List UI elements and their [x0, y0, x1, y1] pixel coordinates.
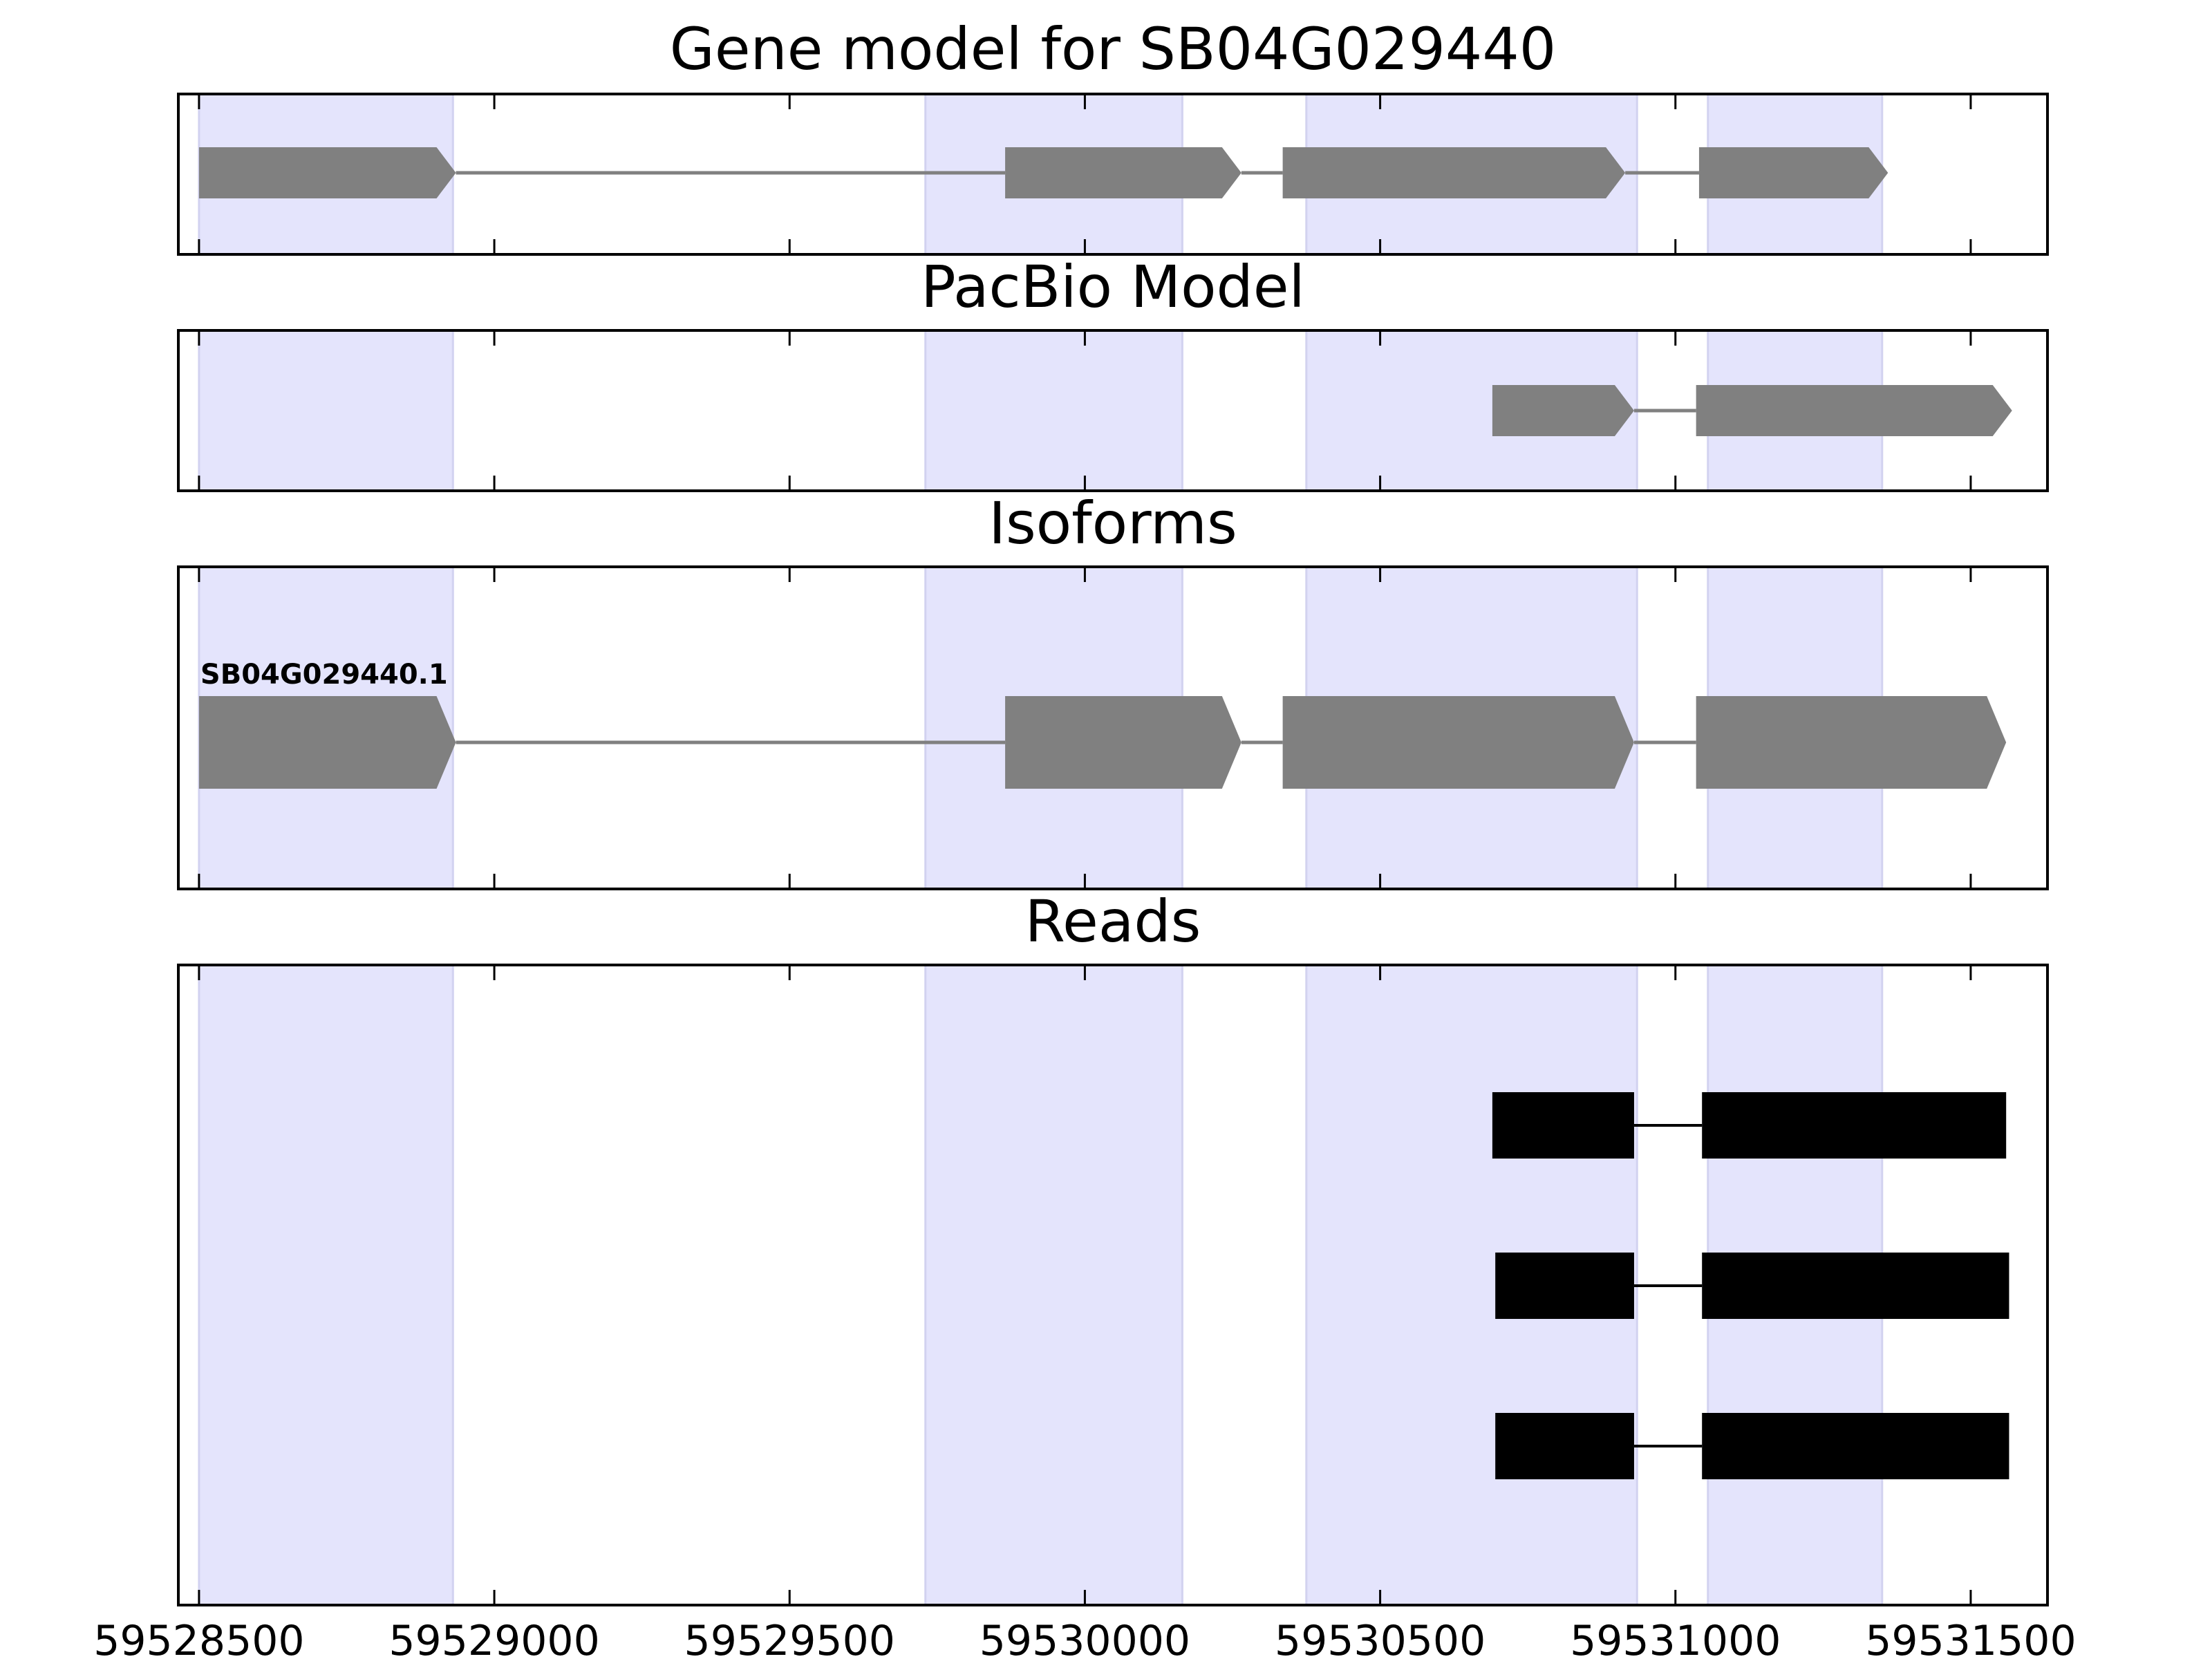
exon-pacbio-1	[1492, 385, 1634, 436]
panel-frame-isoforms	[177, 565, 2049, 890]
exon-highlight-pacbio-2	[924, 329, 1183, 492]
exon-highlight-reads-1	[198, 964, 454, 1606]
panel-title-isoforms: Isoforms	[988, 489, 1237, 557]
read-3-block-2	[1702, 1413, 2009, 1479]
exon-pacbio-2	[1696, 385, 2012, 436]
x-tick-label-4: 59530000	[980, 1617, 1190, 1659]
x-tick-label-1: 59528500	[93, 1617, 304, 1659]
isoform-label: SB04G029440.1	[200, 659, 448, 691]
x-tick-label-5: 59530500	[1275, 1617, 1485, 1659]
panel-title-layer: Gene model for SB04G029440 PacBio Model Is…	[670, 15, 1556, 955]
exon-isoforms-4	[1696, 696, 2007, 789]
read-1-block-2	[1702, 1092, 2007, 1159]
panel-title-gene_model: Gene model for SB04G029440	[670, 15, 1556, 83]
read-2-block-1	[1495, 1253, 1634, 1319]
exon-gene_model-2	[1005, 147, 1241, 198]
exon-gene_model-3	[1282, 147, 1626, 198]
track-layer: SB04G029440.1	[198, 147, 2012, 1479]
exon-isoforms-2	[1005, 696, 1241, 789]
read-2-block-2	[1702, 1253, 2009, 1319]
read-1-block-1	[1492, 1092, 1634, 1159]
panel-title-pacbio: PacBio Model	[921, 253, 1305, 321]
x-tick-label-3: 59529500	[684, 1617, 895, 1659]
x-tick-label-7: 59531500	[1865, 1617, 2076, 1659]
exon-isoforms-3	[1282, 696, 1634, 789]
exon-highlight-reads-2	[924, 964, 1183, 1606]
panel-frame-layer	[177, 93, 2049, 1606]
panel-frame-reads	[177, 964, 2049, 1606]
exon-gene_model-4	[1698, 147, 1888, 198]
read-3-block-1	[1495, 1413, 1634, 1479]
x-tick-label-2: 59529000	[388, 1617, 599, 1659]
exon-highlight-pacbio-1	[198, 329, 454, 492]
panel-frame-gene_model	[177, 93, 2049, 256]
x-axis-layer: 59528500 59529000 59529500 59530000 59530500…	[93, 1617, 2076, 1659]
panel-frame-pacbio	[177, 329, 2049, 492]
exon-isoforms-1	[198, 696, 456, 789]
exon-gene_model-1	[198, 147, 456, 198]
panel-title-reads: Reads	[1025, 888, 1201, 955]
x-tick-label-6: 59531000	[1570, 1617, 1781, 1659]
